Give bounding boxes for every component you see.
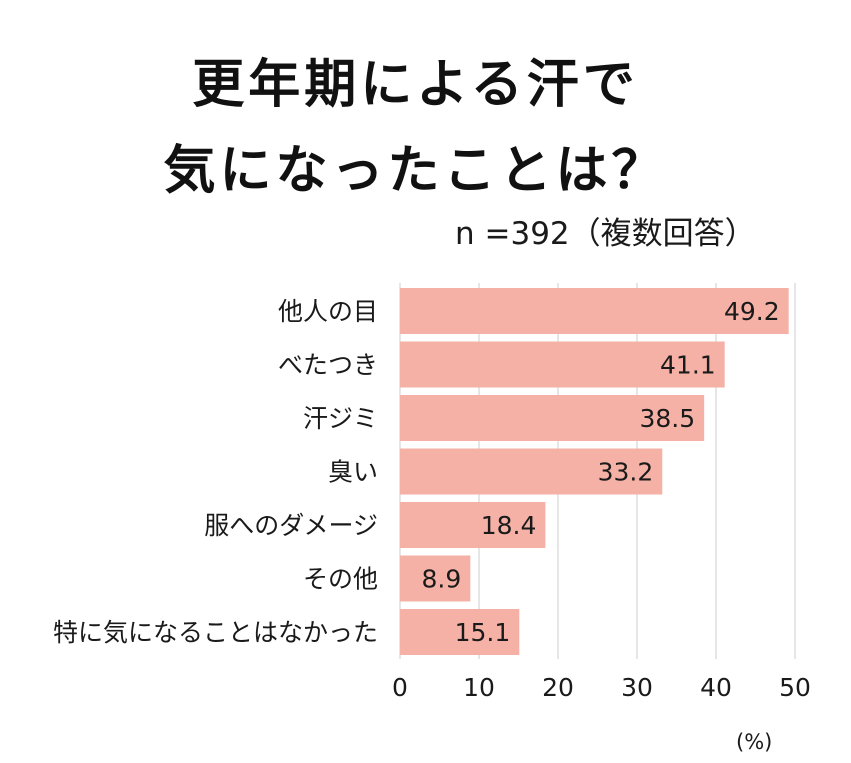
bar [400, 448, 663, 495]
category-label: 汗ジミ [303, 404, 378, 433]
x-tick-label: 10 [463, 673, 495, 702]
bar [400, 341, 725, 388]
bar [400, 555, 471, 602]
x-tick-label: 0 [392, 673, 408, 702]
value-label: 15.1 [455, 618, 511, 647]
value-label: 8.9 [422, 565, 462, 594]
x-tick-label: 40 [700, 673, 732, 702]
category-label: べたつき [278, 351, 378, 380]
chart-title-line-1: 更年期による汗で [192, 55, 639, 115]
category-label: 特に気になることはなかった [53, 618, 378, 647]
chart-title-line-2: 気になったことは？ [163, 141, 668, 201]
category-label: 服へのダメージ [204, 511, 378, 540]
category-label: 他人の目 [278, 297, 378, 326]
bar [400, 609, 520, 655]
x-tick-label: 30 [621, 673, 653, 702]
value-label: 33.2 [598, 458, 654, 487]
category-label: その他 [303, 565, 378, 594]
value-label: 18.4 [481, 511, 537, 540]
bar [400, 502, 546, 548]
unit-label: (%) [736, 730, 773, 754]
x-tick-label: 20 [542, 673, 574, 702]
sample-size-note: n =392（複数回答） [455, 216, 756, 252]
value-label: 38.5 [639, 404, 695, 433]
x-tick-label: 50 [779, 673, 811, 702]
value-label: 41.1 [660, 351, 716, 380]
bar [400, 395, 705, 441]
bar [400, 288, 789, 334]
value-label: 49.2 [724, 297, 780, 326]
category-label: 臭い [328, 458, 378, 487]
